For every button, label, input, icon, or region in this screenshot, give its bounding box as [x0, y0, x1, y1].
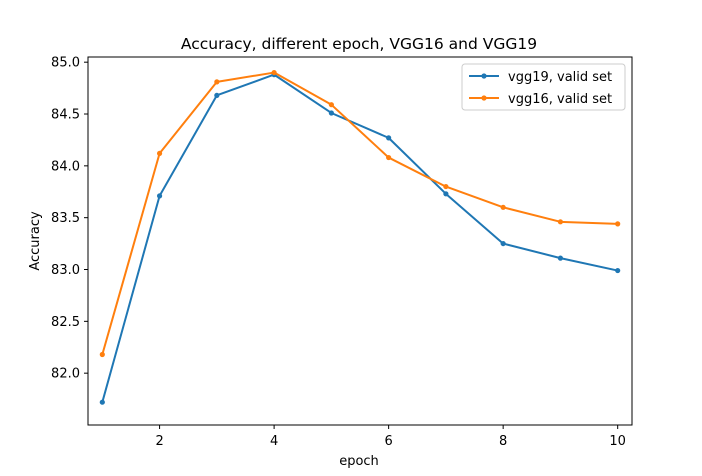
y-tick-label: 85.0: [51, 56, 80, 71]
data-point-vgg19: [443, 191, 449, 197]
data-point-vgg16: [443, 183, 449, 190]
data-point-vgg16: [500, 204, 506, 210]
x-axis-ticks: 2 4 6 8 10: [155, 425, 626, 449]
x-axis-label: epoch: [339, 454, 379, 469]
x-tick-label: 8: [499, 434, 507, 449]
plot-area: [87, 56, 633, 426]
data-point-vgg19: [386, 135, 392, 141]
data-point-vgg16: [328, 102, 334, 108]
data-point-vgg16: [99, 351, 105, 358]
x-tick-label: 10: [609, 434, 626, 449]
x-tick-label: 4: [270, 434, 278, 449]
y-tick-label: 83.5: [51, 211, 80, 226]
data-point-vgg16: [271, 69, 277, 76]
data-point-vgg19: [99, 399, 105, 405]
y-tick-label: 84.0: [51, 159, 80, 174]
y-axis-ticks: 82.0 82.5 83.0 83.5 84.0 84.5 85.0: [51, 56, 88, 382]
series-line-vgg16: [101, 71, 619, 356]
data-point-vgg16: [156, 150, 163, 157]
chart-title: Accuracy, different epoch, VGG16 and VGG…: [181, 35, 537, 53]
data-point-vgg16: [615, 221, 621, 227]
y-tick-label: 82.0: [51, 367, 80, 382]
series-layer: [99, 69, 621, 405]
data-point-vgg19: [214, 92, 220, 98]
data-point-vgg16: [557, 219, 564, 225]
legend-label-vgg19: vgg19, valid set: [508, 70, 612, 85]
x-tick-label: 6: [384, 434, 392, 449]
legend-label-vgg16: vgg16, valid set: [508, 92, 612, 107]
y-tick-label: 84.5: [51, 108, 80, 123]
series-line-vgg19: [101, 73, 619, 404]
data-point-vgg16: [214, 79, 220, 85]
legend: vgg19, valid set vgg16, valid set: [461, 63, 626, 111]
x-tick-label: 2: [155, 434, 163, 449]
data-point-vgg19: [557, 255, 564, 261]
data-point-vgg19: [615, 267, 621, 274]
legend-box: [461, 63, 626, 111]
data-point-vgg19: [328, 110, 334, 116]
legend-dot-vgg19: [481, 73, 487, 79]
legend-dot-vgg16: [481, 95, 487, 101]
y-tick-label: 83.0: [51, 263, 80, 278]
data-point-vgg16: [386, 154, 392, 161]
y-tick-label: 82.5: [51, 315, 80, 330]
data-point-vgg19: [156, 193, 163, 199]
y-axis-label: Accuracy: [28, 211, 43, 271]
data-point-vgg19: [500, 240, 506, 247]
